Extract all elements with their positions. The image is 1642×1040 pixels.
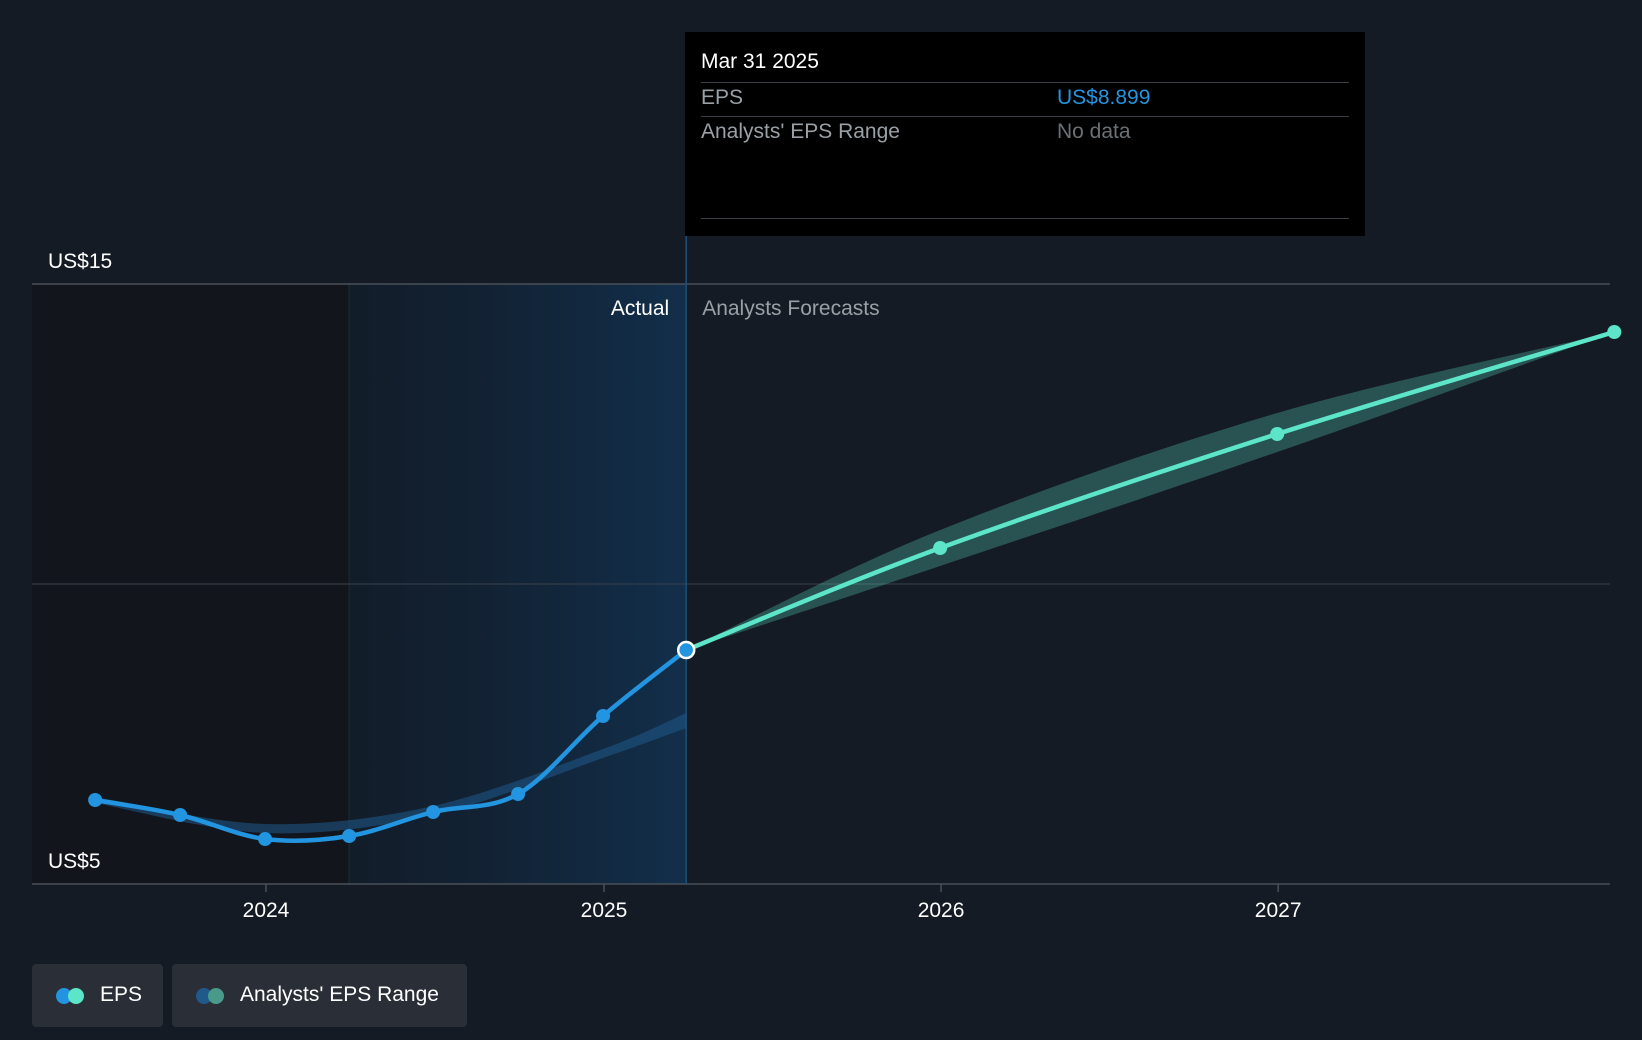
eps-forecast-point [1270,427,1285,441]
eps-actual-point [173,808,188,822]
tooltip-range-label: Analysts' EPS Range [701,120,900,143]
eps-actual-point [258,832,273,846]
eps-actual-point [426,805,441,819]
eps-actual-point [342,829,357,843]
eps-tooltip: Mar 31 2025 EPS US$8.899 Analysts' EPS R… [685,32,1365,236]
eps-forecast-point [1607,325,1622,339]
legend-label-eps-range: Analysts' EPS Range [240,983,439,1006]
legend-item-eps[interactable]: EPS [32,964,163,1027]
eps-legend-icon [56,988,86,1004]
tooltip-divider [701,82,1349,83]
eps-forecast-line [683,329,1617,653]
eps-actual-point [88,793,103,807]
eps-range-legend-icon [196,988,226,1004]
eps-range-band-forecast [686,332,1615,651]
eps-actual-point [596,709,611,723]
eps-legend-dot [68,988,84,1004]
legend-item-eps-range[interactable]: Analysts' EPS Range [172,964,467,1027]
y-axis-label-top: US$15 [48,250,112,273]
x-axis-label: 2027 [1255,899,1302,922]
x-axis-label: 2024 [243,899,290,922]
tooltip-date: Mar 31 2025 [701,50,819,73]
eps-forecast-point [933,541,948,555]
eps-range-legend-dot [208,988,224,1004]
eps-actual-point [511,787,526,801]
eps-highlight-point [676,640,696,660]
tooltip-range-value: No data [1057,120,1131,143]
actual-label: Actual [611,297,669,320]
tooltip-eps-label: EPS [701,86,744,109]
tooltip-divider [701,218,1349,219]
forecast-label: Analysts Forecasts [702,297,879,320]
x-axis-label: 2026 [918,899,965,922]
tooltip-divider [701,116,1349,117]
legend-label-eps: EPS [100,983,143,1006]
tooltip-eps-value: US$8.899 [1057,86,1151,109]
x-axis-label: 2025 [581,899,628,922]
y-axis-label-bottom: US$5 [48,850,101,873]
